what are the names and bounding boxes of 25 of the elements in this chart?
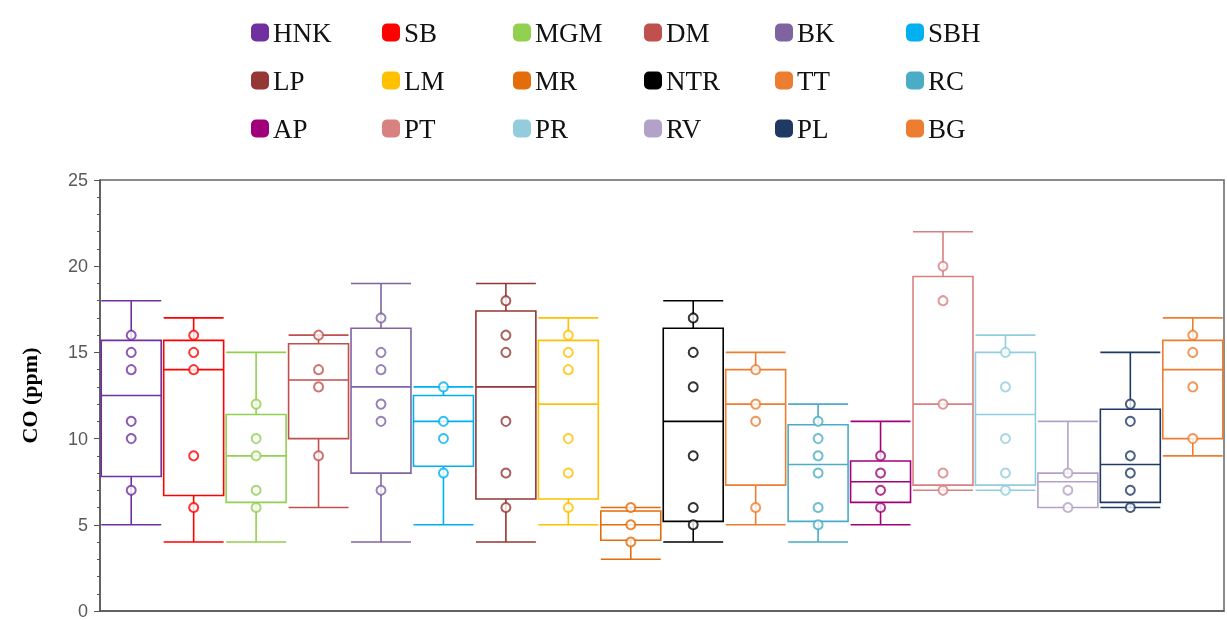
legend-label: NTR bbox=[666, 65, 720, 96]
legend-label: AP bbox=[273, 113, 308, 144]
legend-label: SBH bbox=[928, 17, 981, 48]
y-tick-label: 25 bbox=[67, 170, 88, 190]
legend-label: PR bbox=[535, 113, 569, 144]
legend-label: LM bbox=[404, 65, 445, 96]
legend-label: BK bbox=[797, 17, 836, 48]
legend-label: TT bbox=[797, 65, 831, 96]
legend-label: BG bbox=[928, 113, 966, 144]
legend-label: SB bbox=[404, 17, 438, 48]
legend-label: MGM bbox=[535, 17, 603, 48]
legend-label: DM bbox=[666, 17, 710, 48]
y-axis-title: CO (ppm) bbox=[16, 347, 42, 444]
y-tick-label: 5 bbox=[77, 514, 88, 535]
legend-label: RC bbox=[928, 65, 965, 96]
y-tick-label: 15 bbox=[67, 342, 88, 363]
y-tick-label: 0 bbox=[77, 601, 88, 620]
legend-label: MR bbox=[535, 65, 578, 96]
legend-label: HNK bbox=[273, 17, 332, 48]
legend-label: PL bbox=[797, 113, 829, 144]
y-tick-label: 20 bbox=[67, 256, 88, 277]
y-tick-label: 10 bbox=[67, 428, 88, 449]
legend-label: PT bbox=[404, 113, 437, 144]
legend-label: LP bbox=[273, 65, 305, 96]
legend-label: RV bbox=[666, 113, 702, 144]
